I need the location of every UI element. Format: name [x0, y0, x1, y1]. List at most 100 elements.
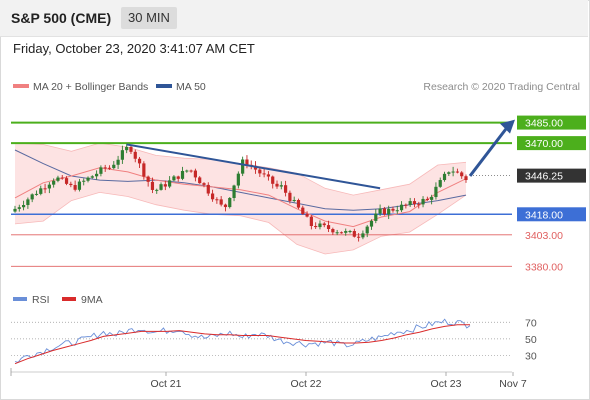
candle	[284, 180, 288, 197]
candle-body	[189, 170, 193, 172]
candle-body	[39, 188, 43, 194]
candle-body	[464, 176, 468, 181]
rsi-panel: 70 50 30	[11, 317, 537, 365]
candle	[464, 174, 468, 183]
candle-body	[357, 236, 361, 238]
candle-body	[77, 181, 82, 190]
candle	[176, 175, 180, 182]
candle-body	[292, 199, 296, 201]
candle-body	[344, 231, 348, 233]
ma50-legend-swatch	[156, 84, 172, 88]
ma20-line	[14, 167, 467, 228]
candle	[189, 169, 193, 173]
candle-body	[258, 169, 262, 174]
candle-body	[21, 205, 26, 208]
candle-body	[318, 223, 322, 228]
candle	[155, 188, 159, 194]
candle	[159, 182, 163, 191]
rsi-ma-legend-swatch	[62, 297, 76, 301]
candle-body	[129, 146, 133, 152]
candle	[150, 177, 155, 194]
candle-body	[219, 199, 223, 205]
candle	[399, 201, 404, 213]
moving-averages	[14, 149, 467, 228]
candle	[103, 164, 107, 172]
rsi-line	[14, 318, 471, 363]
candle	[43, 183, 47, 194]
candle-body	[198, 177, 202, 184]
candle	[425, 196, 429, 201]
candle-body	[82, 180, 86, 182]
candle-body	[26, 199, 30, 206]
candle	[52, 178, 56, 188]
candle	[258, 166, 262, 177]
candle	[172, 175, 176, 182]
candle-body	[284, 185, 288, 193]
candle-body	[228, 197, 232, 208]
candle-body	[180, 170, 185, 179]
rsi-ma-legend-label: 9MA	[81, 294, 103, 306]
time-axis: Oct 21 Oct 22 Oct 23 Nov 7	[10, 368, 527, 390]
candle	[408, 197, 412, 207]
candle-body	[69, 183, 73, 186]
ma50-legend-label: MA 50	[176, 81, 206, 93]
candle	[34, 190, 39, 196]
candle	[339, 231, 344, 234]
candle-body	[387, 208, 391, 215]
candle	[395, 205, 399, 214]
candle-body	[107, 167, 112, 169]
candle	[271, 175, 275, 189]
candle-body	[125, 146, 129, 151]
candle	[146, 175, 150, 187]
rsi-tick-30: 30	[525, 350, 537, 362]
candle	[447, 171, 451, 176]
candle	[180, 166, 185, 181]
candle-body	[421, 198, 425, 205]
candle-body	[460, 172, 464, 177]
candle	[210, 189, 215, 202]
candle-body	[90, 176, 94, 178]
candle-body	[13, 208, 17, 212]
candle	[404, 203, 408, 209]
candle	[331, 227, 335, 236]
chart-header: S&P 500 (CME) 30 MIN	[0, 0, 588, 37]
candle	[64, 176, 69, 186]
candle-body	[262, 173, 266, 175]
candle-body	[206, 184, 210, 194]
price-labels: 3485.00 3470.00 3418.00 3403.00 3380.00 3446.…	[517, 115, 586, 273]
candle-body	[417, 204, 421, 206]
candle-body	[326, 225, 331, 230]
candle	[430, 194, 434, 205]
candle-body	[185, 170, 189, 172]
candle	[322, 222, 326, 228]
candle	[30, 193, 34, 203]
candle-body	[150, 181, 155, 190]
candle-body	[168, 180, 172, 187]
candle-body	[434, 186, 438, 198]
candle-body	[176, 176, 180, 179]
candle-body	[271, 176, 275, 184]
candlesticks	[13, 143, 468, 242]
interval-button[interactable]: 30 MIN	[121, 7, 177, 29]
candle	[382, 206, 386, 216]
level-label-3485.00: 3485.00	[525, 118, 563, 130]
candle	[17, 204, 21, 212]
candle	[301, 205, 305, 215]
candle	[47, 182, 51, 194]
level-label-3470.00: 3470.00	[525, 138, 563, 150]
candle	[120, 145, 124, 164]
candle	[26, 197, 30, 209]
candle-body	[335, 232, 339, 234]
candle-body	[279, 185, 283, 187]
candle-body	[382, 208, 386, 215]
candle	[387, 205, 391, 220]
projection-arrow-head	[500, 119, 515, 134]
candle-body	[352, 231, 356, 237]
candle	[417, 201, 421, 209]
candle-body	[361, 233, 365, 238]
candle-body	[47, 184, 51, 189]
candle-body	[301, 207, 305, 215]
candle	[305, 211, 309, 218]
candle	[391, 206, 395, 213]
candle	[275, 180, 279, 189]
